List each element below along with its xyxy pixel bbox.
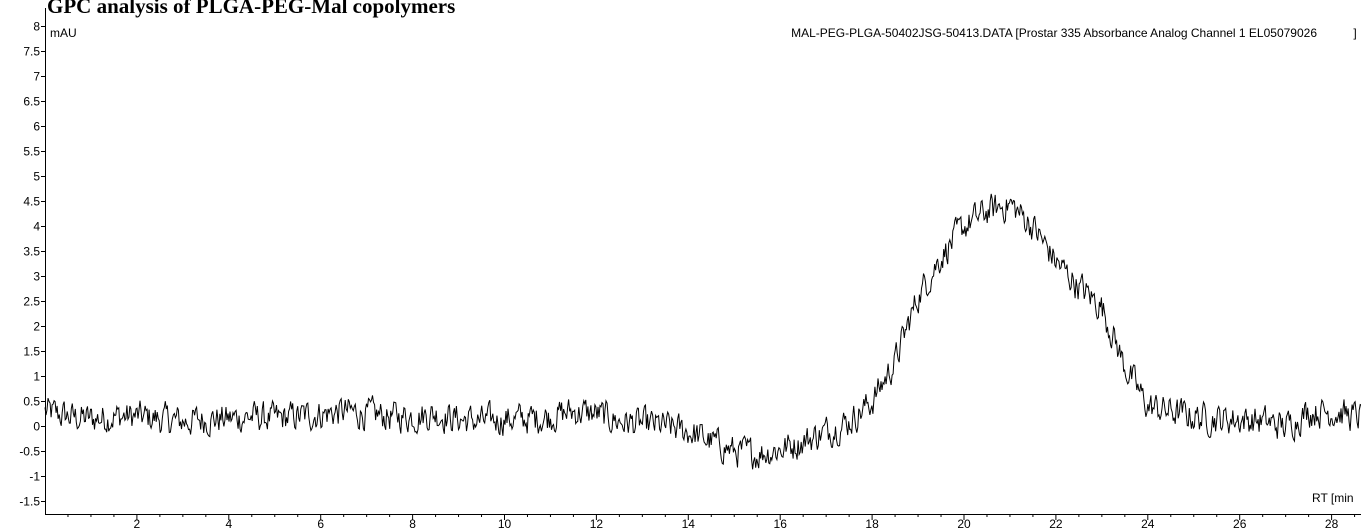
y-tick-label: 6 <box>33 120 40 134</box>
y-tick-label: -1 <box>29 470 40 484</box>
x-axis-label: RT [min <box>1312 491 1354 505</box>
x-tick-label: 10 <box>498 517 512 529</box>
chart-title: GPC analysis of PLGA-PEG-Mal copolymers <box>47 0 455 18</box>
y-tick-label: 1 <box>33 370 40 384</box>
y-tick-label: 5.5 <box>23 145 40 159</box>
y-tick-label: 2 <box>33 320 40 334</box>
y-tick-label: 2.5 <box>23 295 40 309</box>
y-tick-label: 0.5 <box>23 395 40 409</box>
x-tick-label: 22 <box>1049 517 1063 529</box>
y-tick-label: -1.5 <box>19 495 40 509</box>
y-axis-ticks: -1.5 -1 -0.5 0 0.5 1 1.5 2 2.5 3 3.5 4 4.5 5 5.5 6 6.5 7 7… <box>19 20 45 509</box>
y-tick-label: -0.5 <box>19 445 40 459</box>
y-tick-label: 0 <box>33 420 40 434</box>
x-axis-ticks: 2 4 6 8 10 12 14 16 18 20 22 24 26 28 <box>67 514 1356 529</box>
y-tick-label: 7.5 <box>23 45 40 59</box>
y-tick-label: 3.5 <box>23 245 40 259</box>
x-tick-label: 6 <box>317 517 324 529</box>
y-tick-label: 5 <box>33 170 40 184</box>
axes-frame <box>45 8 1361 515</box>
x-tick-label: 24 <box>1141 517 1155 529</box>
y-tick-label: 4 <box>33 220 40 234</box>
x-tick-label: 12 <box>590 517 604 529</box>
y-tick-label: 8 <box>33 20 40 34</box>
y-tick-label: 1.5 <box>23 345 40 359</box>
x-tick-label: 14 <box>682 517 696 529</box>
x-tick-label: 18 <box>865 517 879 529</box>
x-tick-label: 26 <box>1233 517 1247 529</box>
y-tick-label: 7 <box>33 70 40 84</box>
data-file-label: MAL-PEG-PLGA-50402JSG-50413.DATA [Prosta… <box>791 26 1317 40</box>
y-tick-label: 4.5 <box>23 195 40 209</box>
x-tick-label: 8 <box>409 517 416 529</box>
x-tick-label: 20 <box>957 517 971 529</box>
chromatogram-trace <box>44 193 1361 470</box>
x-tick-label: 2 <box>134 517 141 529</box>
x-tick-label: 4 <box>225 517 232 529</box>
x-tick-label: 28 <box>1325 517 1339 529</box>
x-tick-label: 16 <box>774 517 788 529</box>
y-tick-label: 6.5 <box>23 95 40 109</box>
y-tick-label: 3 <box>33 270 40 284</box>
data-file-label-bracket: ] <box>1353 26 1356 40</box>
y-axis-label: mAU <box>50 26 77 40</box>
